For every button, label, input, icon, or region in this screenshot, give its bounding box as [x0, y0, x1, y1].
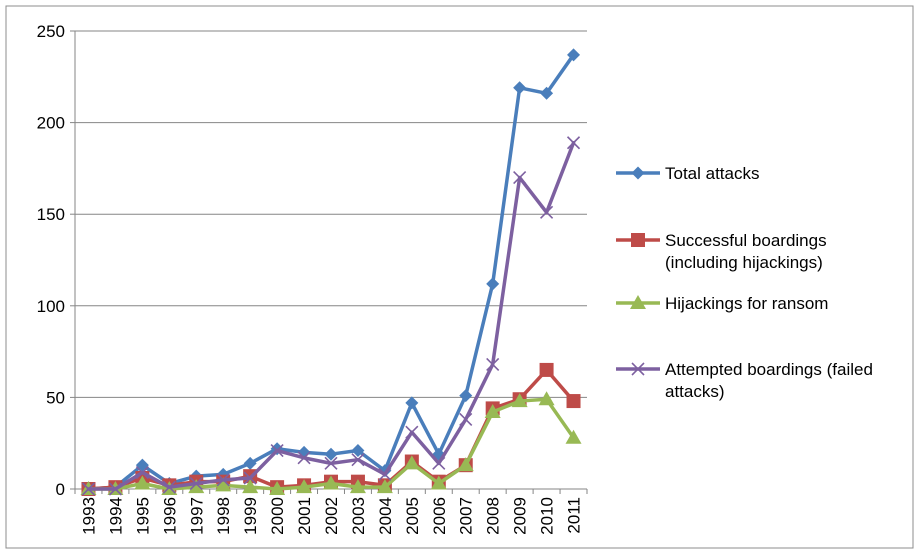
data-point — [540, 86, 554, 100]
legend-label: Attempted boardings (failed attacks) — [665, 360, 873, 401]
data-point — [351, 444, 365, 458]
data-point — [242, 479, 259, 494]
data-point — [540, 205, 554, 219]
x-tick-label: 2007 — [457, 497, 476, 535]
data-point — [511, 393, 528, 408]
series-group — [80, 48, 582, 496]
data-point — [323, 475, 339, 490]
data-point — [108, 482, 122, 496]
data-point — [351, 453, 365, 467]
data-point — [296, 479, 313, 494]
legend-item: Hijackings for ransom — [616, 294, 828, 313]
x-tick-label: 1997 — [187, 497, 206, 535]
x-tick-label: 2008 — [484, 497, 503, 535]
y-tick-label: 150 — [37, 205, 65, 224]
legend-label: Total attacks — [665, 164, 760, 183]
data-point — [566, 394, 581, 409]
data-point — [378, 467, 392, 481]
x-tick-label: 2000 — [268, 497, 287, 535]
y-tick-label: 100 — [37, 297, 65, 316]
data-point — [484, 404, 501, 419]
data-point — [189, 476, 203, 491]
data-point — [513, 81, 527, 95]
series-4 — [81, 136, 581, 496]
legend-label: Hijackings for ransom — [665, 294, 828, 313]
data-point — [162, 480, 176, 494]
data-point — [430, 475, 447, 490]
x-tick-label: 2003 — [349, 497, 368, 535]
x-tick-label: 2004 — [376, 497, 395, 535]
data-point — [324, 447, 338, 461]
data-point — [216, 473, 230, 487]
data-point — [269, 481, 286, 495]
data-point — [324, 456, 338, 470]
data-point — [81, 482, 96, 496]
data-point — [459, 389, 473, 403]
legend-item: Successful boardings (including hijacking… — [616, 231, 827, 272]
data-point — [486, 277, 500, 291]
legend-marker — [631, 362, 645, 376]
data-point — [188, 479, 205, 494]
x-tick-label: 2006 — [430, 497, 449, 535]
x-tick-label: 2001 — [295, 497, 314, 535]
data-point — [486, 357, 500, 371]
data-point — [405, 425, 419, 439]
y-tick-label: 50 — [46, 388, 65, 407]
x-tick-label: 1994 — [106, 497, 125, 535]
x-axis-ticks: 1993 1994 1995 1996 1997 1998 1999 2000 2001 2002… — [74, 489, 588, 535]
data-point — [457, 457, 474, 472]
data-point — [513, 170, 527, 185]
data-point — [134, 475, 151, 490]
legend-item: Total attacks — [616, 164, 760, 183]
data-point — [459, 412, 473, 426]
data-point — [215, 477, 232, 492]
y-tick-label: 0 — [56, 480, 65, 499]
x-tick-label: 2002 — [322, 497, 341, 535]
data-point — [243, 456, 257, 470]
data-point — [567, 48, 581, 62]
data-point — [405, 396, 419, 410]
data-point — [297, 451, 311, 465]
x-tick-label: 2010 — [538, 497, 557, 535]
data-point — [432, 456, 446, 470]
x-tick-label: 1999 — [241, 497, 260, 535]
data-point — [243, 471, 257, 485]
data-point — [376, 479, 393, 494]
x-tick-label: 2011 — [565, 497, 584, 534]
legend-item: Attempted boardings (failed attacks) — [616, 360, 873, 401]
x-tick-label: 2005 — [403, 497, 422, 535]
x-tick-label: 1998 — [214, 497, 233, 535]
data-point — [349, 479, 366, 494]
x-tick-label: 2009 — [511, 497, 530, 535]
data-point — [539, 362, 554, 377]
data-point — [270, 443, 284, 458]
data-point — [403, 455, 420, 470]
data-point — [566, 136, 581, 150]
data-point — [538, 391, 555, 406]
legend-label: Successful boardings (including hijacking… — [665, 231, 827, 272]
y-tick-label: 250 — [37, 22, 65, 41]
legend: Total attacks Successful boardings (includ… — [616, 164, 873, 401]
chart-border — [5, 5, 914, 549]
legend-marker — [631, 166, 645, 180]
x-tick-label: 1995 — [133, 497, 152, 535]
data-point — [135, 465, 149, 480]
data-point — [565, 429, 582, 444]
x-tick-label: 1993 — [79, 497, 98, 535]
legend-marker — [630, 295, 646, 309]
x-tick-label: 1996 — [160, 497, 179, 535]
y-tick-label: 200 — [37, 114, 65, 133]
y-axis-ticks: 0 50 100 150 200 250 — [37, 22, 75, 499]
legend-marker — [631, 233, 645, 247]
